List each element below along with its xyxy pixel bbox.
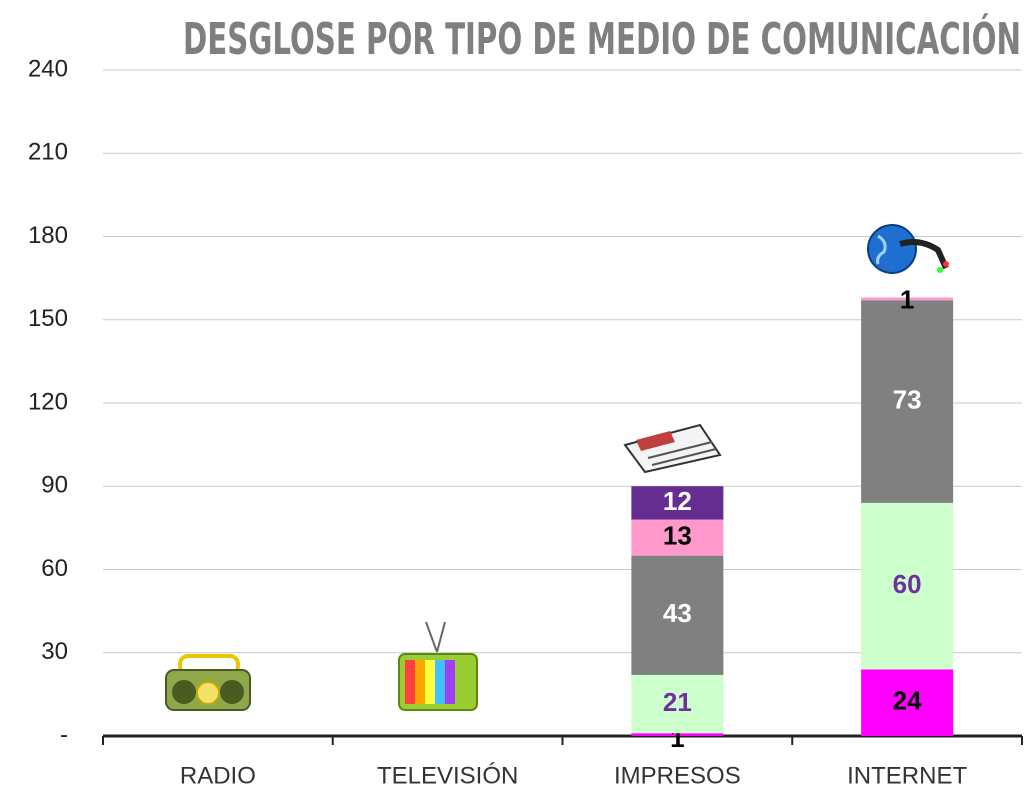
- data-label: 60: [893, 569, 922, 599]
- globe-icon: [867, 224, 949, 274]
- data-label: 21: [663, 687, 692, 717]
- bar-segment: [631, 555, 724, 675]
- y-tick-label: 60: [41, 555, 68, 582]
- y-tick-label: 90: [41, 472, 68, 499]
- x-tick-label: RADIO: [180, 762, 256, 789]
- bar-segment: [861, 300, 954, 503]
- y-tick-label: 150: [28, 305, 68, 332]
- tv-icon: [398, 621, 478, 711]
- y-tick-label: -: [60, 721, 68, 748]
- data-label: 24: [893, 686, 922, 716]
- data-label: 43: [663, 598, 692, 628]
- chart-title: DESGLOSE POR TIPO DE MEDIO DE COMUNICACI…: [183, 12, 1021, 65]
- bar-segment: [631, 733, 724, 736]
- bar-segment: [631, 486, 724, 520]
- y-tick-label: 180: [28, 222, 68, 249]
- bar-segment: [631, 674, 724, 734]
- y-tick-label: 120: [28, 388, 68, 415]
- y-tick-label: 240: [28, 55, 68, 82]
- data-label: 1: [900, 284, 914, 314]
- bar-segment: [861, 502, 954, 670]
- x-tick-label: INTERNET: [847, 762, 967, 789]
- x-tick-label: TELEVISIÓN: [377, 762, 518, 789]
- bar-segment: [631, 519, 724, 556]
- data-label: 13: [663, 520, 692, 550]
- bar-segment: [861, 669, 954, 736]
- y-tick-label: 210: [28, 139, 68, 166]
- y-tick-label: 30: [41, 638, 68, 665]
- radio-icon: [165, 654, 251, 711]
- bar-segment: [861, 297, 954, 301]
- data-label: 12: [663, 486, 692, 516]
- data-label: 73: [893, 384, 922, 414]
- x-tick-label: IMPRESOS: [614, 762, 741, 789]
- newspaper-icon: [623, 423, 722, 474]
